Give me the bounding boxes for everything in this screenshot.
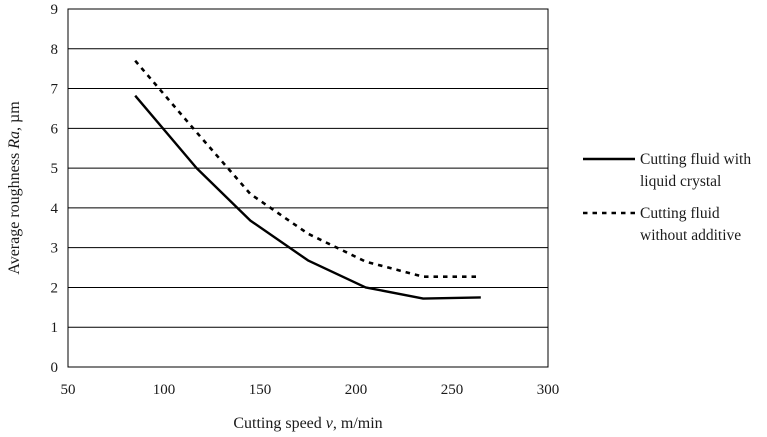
series-line-1 (134, 94, 481, 300)
x-tick-label: 250 (441, 382, 464, 398)
x-tick-labels: 50 100 150 200 250 300 (61, 382, 560, 398)
y-tick-label: 5 (51, 161, 59, 177)
y-tick-label: 8 (51, 42, 59, 58)
y-tick-labels: 0 1 2 3 4 5 6 7 8 9 (51, 2, 59, 376)
legend-label: without additive (640, 227, 741, 244)
y-tick-label: 1 (51, 320, 59, 336)
legend-label: Cutting fluid with (640, 151, 751, 168)
y-tick-label: 9 (51, 2, 59, 18)
x-axis-label: Cutting speed v, m/min (233, 415, 382, 432)
y-tick-label: 3 (51, 241, 59, 257)
x-tick-label: 50 (61, 382, 76, 398)
y-axis-label: Average roughness Ra, µm (6, 101, 23, 275)
series-group (134, 59, 481, 300)
legend: Cutting fluid with liquid crystal Cutting … (583, 151, 751, 244)
x-tick-label: 200 (345, 382, 368, 398)
y-tick-label: 6 (51, 121, 59, 137)
y-tick-label: 4 (51, 201, 59, 217)
legend-label: liquid crystal (640, 173, 721, 190)
y-tick-label: 7 (51, 82, 59, 98)
x-tick-label: 150 (249, 382, 272, 398)
y-tick-label: 2 (51, 280, 59, 296)
plot-area-frame (67, 8, 549, 368)
y-tick-label: 0 (51, 360, 59, 376)
x-tick-label: 300 (537, 382, 560, 398)
legend-label: Cutting fluid (640, 205, 720, 222)
x-tick-label: 100 (153, 382, 176, 398)
